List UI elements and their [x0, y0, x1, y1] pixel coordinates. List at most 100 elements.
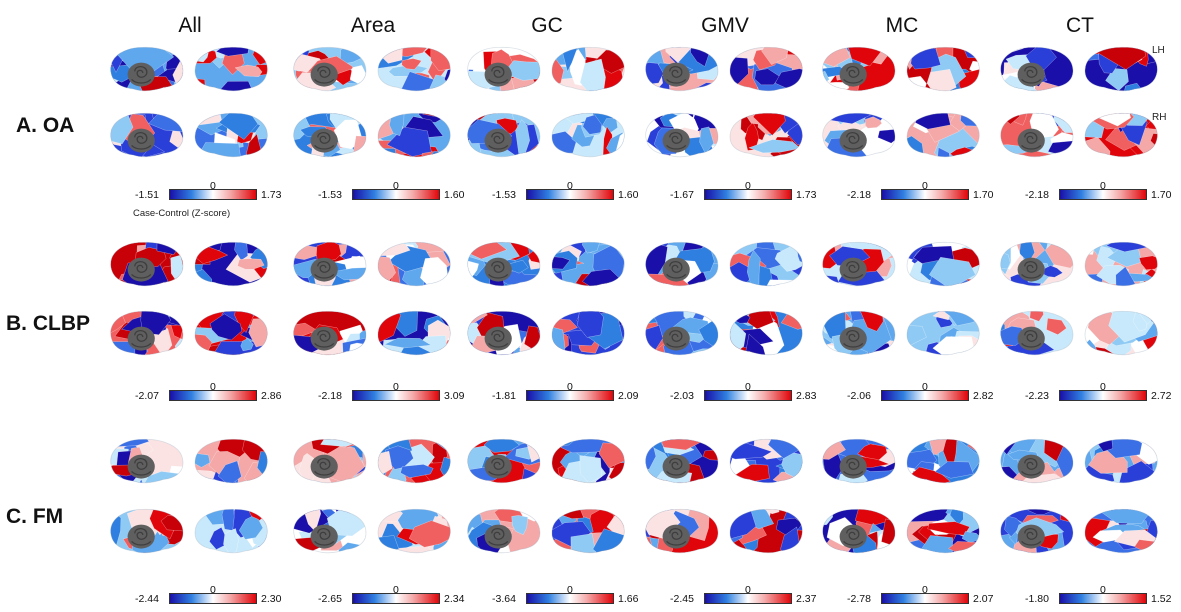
colorbar: -1.80 0 1.52	[1025, 584, 1181, 606]
brainstem-cerebellum	[1017, 128, 1045, 153]
medial-brain-surface	[645, 438, 719, 484]
colorbar: -2.44 0 2.30	[135, 584, 295, 606]
lateral-brain-surface	[377, 438, 451, 484]
lateral-brain-surface	[551, 241, 625, 287]
medial-brain-surface	[822, 46, 896, 92]
colorbar-zero-label: 0	[567, 381, 573, 393]
lateral-brain-surface	[377, 508, 451, 554]
lateral-brain-surface	[906, 310, 980, 356]
colorbar-zero-label: 0	[1100, 584, 1106, 596]
lateral-brain-surface	[377, 46, 451, 92]
colorbar-max-label: 1.70	[1151, 189, 1172, 201]
colorbar-min-label: -2.03	[670, 390, 694, 402]
medial-brain-surface	[293, 310, 367, 356]
colorbar: -2.18 0 3.09	[318, 381, 478, 403]
brainstem-cerebellum	[839, 62, 867, 87]
brainstem-cerebellum	[310, 257, 338, 282]
brainstem-cerebellum	[1017, 524, 1045, 549]
colorbar-zero-label: 0	[745, 180, 751, 192]
lateral-brain-surface	[906, 508, 980, 554]
medial-brain-surface	[1000, 112, 1074, 158]
colorbar-gradient	[1059, 189, 1147, 200]
column-header-mc: MC	[885, 14, 919, 37]
colorbar-min-label: -1.81	[492, 390, 516, 402]
lateral-brain-surface	[1084, 310, 1158, 356]
colorbar-max-label: 2.83	[796, 390, 817, 402]
column-header-ct: CT	[1066, 14, 1094, 37]
brainstem-cerebellum	[1017, 62, 1045, 87]
brainstem-cerebellum	[310, 62, 338, 87]
colorbar-max-label: 1.60	[444, 189, 465, 201]
medial-brain-surface	[110, 112, 184, 158]
medial-brain-surface	[110, 310, 184, 356]
brainstem-cerebellum	[484, 257, 512, 282]
medial-brain-surface	[467, 508, 541, 554]
medial-brain-surface	[822, 310, 896, 356]
colorbar: -1.53 0 1.60	[492, 180, 652, 202]
row-label: B. CLBP	[6, 312, 90, 335]
medial-brain-surface	[645, 112, 719, 158]
lateral-brain-surface	[729, 310, 803, 356]
brainstem-cerebellum	[127, 454, 155, 479]
row-label: C. FM	[6, 505, 64, 528]
lateral-brain-surface	[1084, 46, 1158, 92]
colorbar-caption: Case-Control (Z-score)	[133, 208, 231, 219]
medial-brain-surface	[822, 438, 896, 484]
colorbar-min-label: -2.18	[847, 189, 871, 201]
colorbar-zero-label: 0	[922, 180, 928, 192]
lateral-brain-surface	[1084, 438, 1158, 484]
medial-brain-surface	[110, 438, 184, 484]
colorbar-min-label: -2.65	[318, 593, 342, 605]
colorbar-min-label: -2.18	[318, 390, 342, 402]
colorbar-min-label: -2.44	[135, 593, 159, 605]
brainstem-cerebellum	[839, 128, 867, 153]
lateral-brain-surface	[906, 241, 980, 287]
colorbar-max-label: 1.73	[796, 189, 817, 201]
medial-brain-surface	[110, 46, 184, 92]
colorbar-zero-label: 0	[393, 180, 399, 192]
column-header-gmv: GMV	[701, 14, 749, 37]
colorbar-min-label: -1.51	[135, 189, 159, 201]
colorbar: -2.03 0 2.83	[670, 381, 830, 403]
column-header-all: All	[178, 14, 202, 37]
colorbar-max-label: 1.70	[973, 189, 994, 201]
medial-brain-surface	[467, 310, 541, 356]
colorbar-zero-label: 0	[1100, 180, 1106, 192]
lateral-brain-surface	[194, 310, 268, 356]
colorbar: -2.06 0 2.82	[847, 381, 1007, 403]
colorbar-max-label: 2.82	[973, 390, 994, 402]
medial-brain-surface	[110, 508, 184, 554]
colorbar: -1.81 0 2.09	[492, 381, 652, 403]
lateral-brain-surface	[194, 46, 268, 92]
lateral-brain-surface	[194, 438, 268, 484]
hemisphere-label-left: LH	[1152, 45, 1165, 56]
lateral-brain-surface	[729, 112, 803, 158]
colorbar-min-label: -2.06	[847, 390, 871, 402]
lateral-brain-surface	[906, 46, 980, 92]
brainstem-cerebellum	[662, 257, 690, 282]
colorbar-max-label: 2.72	[1151, 390, 1172, 402]
brainstem-cerebellum	[662, 454, 690, 479]
brainstem-cerebellum	[310, 326, 338, 351]
brainstem-cerebellum	[127, 62, 155, 87]
colorbar-gradient	[169, 593, 257, 604]
colorbar: -3.64 0 1.66	[492, 584, 652, 606]
medial-brain-surface	[467, 112, 541, 158]
medial-brain-surface	[467, 438, 541, 484]
colorbar-gradient	[1059, 593, 1147, 604]
brainstem-cerebellum	[839, 454, 867, 479]
brainstem-cerebellum	[484, 128, 512, 153]
brainstem-cerebellum	[484, 326, 512, 351]
colorbar: -2.23 0 2.72	[1025, 381, 1181, 403]
colorbar: -2.65 0 2.34	[318, 584, 478, 606]
colorbar-zero-label: 0	[567, 584, 573, 596]
colorbar-gradient	[526, 390, 614, 401]
medial-brain-surface	[1000, 310, 1074, 356]
brainstem-cerebellum	[839, 326, 867, 351]
lateral-brain-surface	[1084, 241, 1158, 287]
colorbar: -2.18 0 1.70	[847, 180, 1007, 202]
lateral-brain-surface	[906, 438, 980, 484]
brainstem-cerebellum	[662, 524, 690, 549]
medial-brain-surface	[645, 46, 719, 92]
